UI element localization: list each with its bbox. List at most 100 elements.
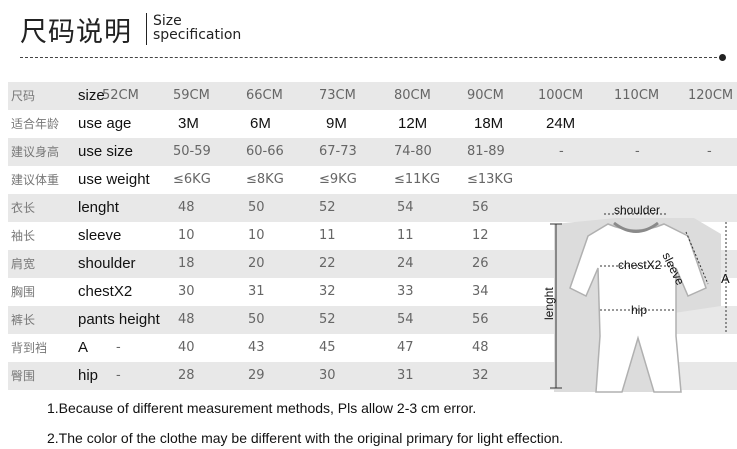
note-measurement-error: 1.Because of different measurement metho… [47, 400, 477, 416]
table-cell: 50-59 [173, 144, 211, 159]
table-cell: 33 [397, 284, 414, 299]
table-cell: 29 [248, 368, 265, 383]
table-cell: 12 [472, 228, 489, 243]
row-label-cn: 胸围 [11, 285, 36, 299]
table-row: 胸围 chestX2 30 31 32 33 34 [8, 278, 737, 306]
table-cell: 11 [397, 228, 414, 243]
table-cell: 32 [319, 284, 336, 299]
header-rule-dot [719, 54, 726, 61]
table-cell: 54 [397, 312, 414, 327]
row-label-cn: 建议体重 [11, 173, 60, 187]
diagram-label-chest: chestX2 [618, 258, 662, 272]
row-label-cn: 裤长 [11, 313, 36, 327]
table-cell: 18 [178, 256, 195, 271]
row-label-cn: 尺码 [11, 89, 36, 103]
table-cell: 52CM [102, 88, 139, 103]
row-label-en: shoulder [78, 255, 136, 272]
diagram-label-shoulder: shoulder [614, 203, 661, 217]
row-label-cn: 臀围 [11, 369, 36, 383]
table-cell: 59CM [173, 88, 210, 103]
table-cell: 12M [398, 115, 428, 132]
table-cell: - [635, 144, 640, 159]
table-cell: 31 [248, 284, 265, 299]
title-english-line2: specification [153, 27, 242, 43]
table-cell: 9M [326, 115, 347, 132]
table-row: 适合年龄 use age 3M 6M 9M 12M 18M 24M [8, 110, 737, 138]
table-cell: - [707, 144, 712, 159]
table-cell: 74-80 [394, 144, 432, 159]
row-label-en: sleeve [78, 227, 122, 244]
diagram-label-length: lenght [542, 287, 556, 320]
table-cell: 100CM [538, 88, 584, 103]
table-cell: ≤6KG [173, 172, 211, 187]
table-cell: - [116, 340, 121, 355]
table-cell: 32 [472, 368, 489, 383]
table-cell: 40 [178, 340, 195, 355]
table-cell: ≤8KG [246, 172, 284, 187]
table-cell: 48 [178, 200, 195, 215]
table-cell: 11 [319, 228, 336, 243]
row-label-cn: 衣长 [11, 201, 36, 215]
table-cell: 45 [319, 340, 336, 355]
row-label-cn: 建议身高 [11, 145, 60, 159]
table-cell: 90CM [467, 88, 504, 103]
table-cell: ≤11KG [394, 172, 441, 187]
table-cell: 81-89 [467, 144, 505, 159]
table-cell: 3M [178, 115, 199, 132]
table-cell: ≤9KG [319, 172, 357, 187]
table-cell: 52 [319, 200, 336, 215]
table-cell: 60-66 [246, 144, 284, 159]
row-label-cn: 适合年龄 [11, 117, 60, 131]
table-cell: 47 [397, 340, 414, 355]
row-label-en: size [78, 87, 105, 104]
table-row: 建议体重 use weight ≤6KG ≤8KG ≤9KG ≤11KG ≤13… [8, 166, 737, 194]
diagram-label-a: A [721, 271, 730, 286]
table-row: 袖长 sleeve 10 10 11 11 12 [8, 222, 737, 250]
table-row: 建议身高 use size 50-59 60-66 67-73 74-80 81… [8, 138, 737, 166]
table-cell: 50 [248, 312, 265, 327]
table-cell: 56 [472, 200, 489, 215]
table-cell: 52 [319, 312, 336, 327]
table-cell: 22 [319, 256, 336, 271]
table-cell: - [559, 144, 564, 159]
table-cell: 30 [319, 368, 336, 383]
table-cell: 43 [248, 340, 265, 355]
table-cell: 24 [397, 256, 414, 271]
row-label-en: pants height [78, 311, 160, 328]
table-cell: 24M [546, 115, 576, 132]
row-label-en: use weight [78, 171, 150, 188]
row-label-cn: 袖长 [11, 229, 36, 243]
table-cell: 120CM [688, 88, 734, 103]
table-cell: 20 [248, 256, 265, 271]
romper-illustration [550, 213, 727, 393]
table-cell: 34 [472, 284, 489, 299]
table-cell: 50 [248, 200, 265, 215]
row-label-en: chestX2 [78, 283, 133, 300]
table-cell: 18M [474, 115, 504, 132]
row-label-en: A [78, 339, 89, 356]
table-cell: 10 [248, 228, 265, 243]
table-cell: 48 [178, 312, 195, 327]
note-color-difference: 2.The color of the clothe may be differe… [47, 430, 564, 446]
table-cell: 67-73 [319, 144, 357, 159]
table-cell: 110CM [614, 88, 660, 103]
table-cell: 28 [178, 368, 195, 383]
title-english-line1: Size [153, 13, 182, 29]
row-label-en: use size [78, 143, 134, 160]
table-cell: 10 [178, 228, 195, 243]
row-label-cn: 肩宽 [11, 257, 36, 271]
title-chinese: 尺码说明 [20, 17, 132, 48]
table-cell: 6M [250, 115, 271, 132]
table-row: 尺码 size 52CM 59CM 66CM 73CM 80CM 90CM 10… [8, 82, 737, 110]
table-cell: 54 [397, 200, 414, 215]
table-cell: 80CM [394, 88, 431, 103]
garment-diagram: shoulder sleeve chestX2 hip lenght A [536, 196, 737, 396]
table-cell: ≤13KG [467, 172, 514, 187]
table-cell: 66CM [246, 88, 283, 103]
table-cell: 26 [472, 256, 489, 271]
row-label-en: lenght [78, 199, 119, 216]
table-row: 背到裆 A - 40 43 45 47 48 [8, 334, 737, 362]
header-dashed-rule [20, 57, 722, 58]
table-cell: 31 [397, 368, 414, 383]
diagram-label-hip: hip [631, 303, 648, 317]
